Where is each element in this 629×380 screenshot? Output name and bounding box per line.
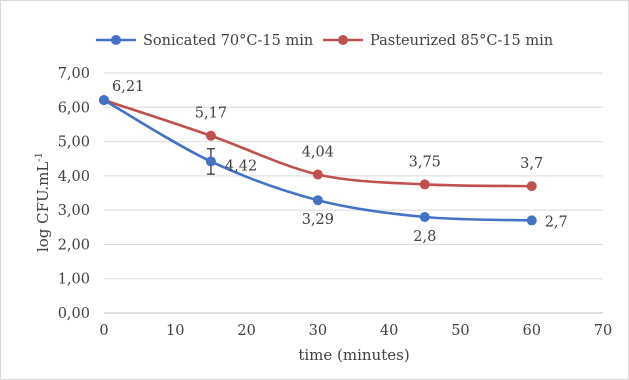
x-tick-label: 20 [237,323,255,339]
data-point [205,156,216,167]
x-tick-label: 60 [522,323,540,339]
x-tick-label: 0 [99,323,108,339]
data-point [419,212,430,222]
x-tick-label: 70 [594,323,612,339]
legend-label: Pasteurized 85°C-15 min [370,33,553,49]
y-tick-label: 1,00 [58,272,90,288]
y-axis-title: log CFU.mL-1 [34,152,52,252]
data-label: 4,04 [302,144,334,160]
x-tick-label: 10 [166,323,184,339]
data-label: 3,29 [302,212,334,228]
data-point [99,95,109,106]
legend-swatch-marker [338,35,348,45]
legend: Sonicated 70°C-15 min Pasteurized 85°C-15… [96,33,553,49]
data-point [419,179,430,190]
data-point [312,169,323,180]
data-label: 4,42 [225,158,257,174]
series-layer [99,95,537,226]
legend-swatch-marker [111,35,121,45]
x-tick-label: 30 [309,323,327,339]
data-point [312,195,323,206]
legend-label: Sonicated 70°C-15 min [143,33,313,49]
y-axis-title-sup: -1 [34,152,45,162]
data-label: 5,17 [195,106,227,122]
data-point [526,181,537,192]
data-point [526,215,537,226]
y-tick-label: 6,00 [58,100,90,116]
x-tick-label: 40 [380,323,398,339]
x-axis-title: time (minutes) [298,346,409,364]
y-tick-label: 2,00 [58,237,90,253]
y-axis-title-main: log CFU.mL [34,162,52,252]
axes: 0,00 1,00 2,00 3,00 4,00 5,00 6,00 7,00 0 10 20 30 4… [58,66,613,339]
y-tick-label: 5,00 [58,135,90,151]
y-tick-label: 0,00 [58,306,90,322]
gridlines [104,72,603,280]
y-tick-label: 7,00 [58,66,90,82]
data-label: 2,8 [413,229,436,245]
data-label: 3,7 [520,156,543,172]
data-label: 2,7 [545,214,568,230]
data-labels: 6,21 4,42 3,29 2,8 2,7 5,17 4,04 3,75 3,7 [112,79,568,245]
y-tick-label: 3,00 [58,203,90,219]
data-label: 3,75 [409,154,441,170]
data-label: 6,21 [112,79,144,95]
x-tick-label: 50 [451,323,469,339]
y-tick-label: 4,00 [58,169,90,185]
data-point [205,130,216,141]
